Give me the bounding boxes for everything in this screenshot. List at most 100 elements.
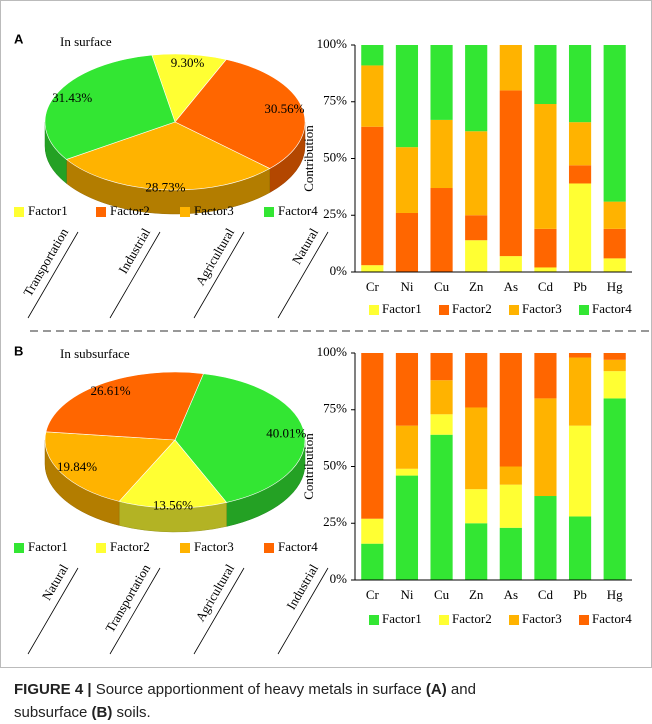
legend-swatch	[96, 543, 106, 553]
bar-segment	[534, 398, 557, 497]
y-tick-label: 25%	[323, 206, 347, 221]
legend-swatch	[180, 543, 190, 553]
bar-segment	[534, 496, 557, 580]
panel-title: In surface	[60, 34, 112, 49]
source-line	[109, 231, 161, 319]
bar-segment	[430, 434, 453, 580]
legend-label: Factor4	[592, 611, 632, 626]
legend-swatch	[439, 615, 449, 625]
legend-swatch	[579, 615, 589, 625]
y-axis-label: Contribution	[301, 433, 316, 500]
x-tick-label: Cd	[538, 587, 554, 602]
x-tick-label: Pb	[573, 587, 587, 602]
legend-swatch	[509, 305, 519, 315]
legend-swatch	[579, 305, 589, 315]
x-tick-label: Pb	[573, 279, 587, 294]
bar-segment	[603, 45, 626, 202]
y-tick-label: 75%	[323, 401, 347, 416]
source-line	[277, 567, 329, 655]
bar-segment	[395, 147, 419, 213]
bar-segment	[361, 265, 384, 272]
caption-line: subsurface (B) soils.	[14, 704, 151, 721]
bar-segment	[603, 353, 626, 360]
bar-segment	[534, 228, 557, 268]
legend-swatch	[369, 615, 379, 625]
y-tick-label: 50%	[323, 149, 347, 164]
panel-label: B	[14, 343, 23, 358]
x-tick-label: Zn	[469, 279, 484, 294]
bar-segment	[603, 371, 626, 399]
bar-segment	[395, 468, 419, 476]
x-tick-label: Hg	[607, 279, 623, 294]
bar-segment	[430, 353, 453, 381]
legend-label: Factor2	[452, 301, 492, 316]
y-axis-label: Contribution	[301, 125, 316, 192]
pie-slice	[174, 59, 306, 169]
source-label: Natural	[39, 561, 72, 603]
legend-swatch	[180, 207, 190, 217]
x-tick-label: Cr	[366, 279, 380, 294]
legend-swatch	[369, 305, 379, 315]
bar-segment	[395, 425, 419, 469]
bar-segment	[568, 353, 592, 358]
source-label: Agricultural	[192, 225, 237, 288]
source-line	[277, 231, 329, 319]
caption-text: soils.	[112, 704, 150, 721]
legend-label: Factor3	[194, 539, 234, 554]
y-tick-label: 0%	[330, 571, 348, 586]
legend-label: Factor1	[382, 301, 422, 316]
bar-segment	[499, 527, 522, 580]
bar-segment	[465, 240, 488, 272]
x-tick-label: Hg	[607, 587, 623, 602]
legend-swatch	[264, 543, 274, 553]
x-tick-label: Zn	[469, 587, 484, 602]
pie-value-label: 9.30%	[171, 55, 205, 70]
legend-label: Factor1	[28, 539, 68, 554]
bar-segment	[603, 258, 626, 272]
x-tick-label: Cu	[434, 587, 450, 602]
pie-slice	[118, 439, 228, 509]
source-label: Industrial	[115, 225, 153, 276]
legend-swatch	[96, 207, 106, 217]
pie-value-label: 31.43%	[52, 90, 92, 105]
bar-segment	[430, 119, 453, 189]
y-tick-label: 0%	[330, 263, 348, 278]
caption-text: (B)	[92, 704, 113, 721]
pie-value-label: 13.56%	[153, 497, 193, 512]
legend-label: Factor4	[592, 301, 632, 316]
bar-segment	[361, 353, 384, 519]
bar-segment	[499, 484, 522, 528]
legend-label: Factor4	[278, 539, 318, 554]
source-label: Industrial	[283, 561, 321, 612]
bar-segment	[361, 45, 384, 66]
bar-segment	[499, 90, 522, 257]
source-line	[193, 567, 245, 655]
bar-segment	[361, 518, 384, 544]
pie-value-label: 40.01%	[266, 426, 306, 441]
source-line	[27, 231, 79, 319]
bar-segment	[395, 475, 419, 580]
bar-segment	[603, 201, 626, 229]
bar-segment	[465, 523, 488, 580]
bar-segment	[361, 65, 384, 127]
bar-segment	[534, 104, 557, 229]
bar-segment	[603, 398, 626, 580]
legend-label: Factor2	[110, 203, 150, 218]
y-tick-label: 25%	[323, 514, 347, 529]
bar-segment	[534, 45, 557, 105]
bar-segment	[465, 215, 488, 241]
legend-label: Factor2	[452, 611, 492, 626]
pie-slice	[44, 431, 176, 502]
bar-segment	[361, 543, 384, 580]
bar-segment	[430, 414, 453, 435]
bar-segment	[465, 45, 488, 132]
pie-value-label: 26.61%	[90, 383, 130, 398]
caption-text: FIGURE 4 |	[14, 681, 92, 698]
x-tick-label: As	[504, 279, 518, 294]
x-tick-label: Ni	[400, 587, 413, 602]
pie-value-label: 19.84%	[57, 459, 97, 474]
x-tick-label: Cr	[366, 587, 380, 602]
legend-label: Factor3	[522, 301, 562, 316]
source-label: Natural	[289, 225, 322, 267]
bar-segment	[430, 45, 453, 120]
